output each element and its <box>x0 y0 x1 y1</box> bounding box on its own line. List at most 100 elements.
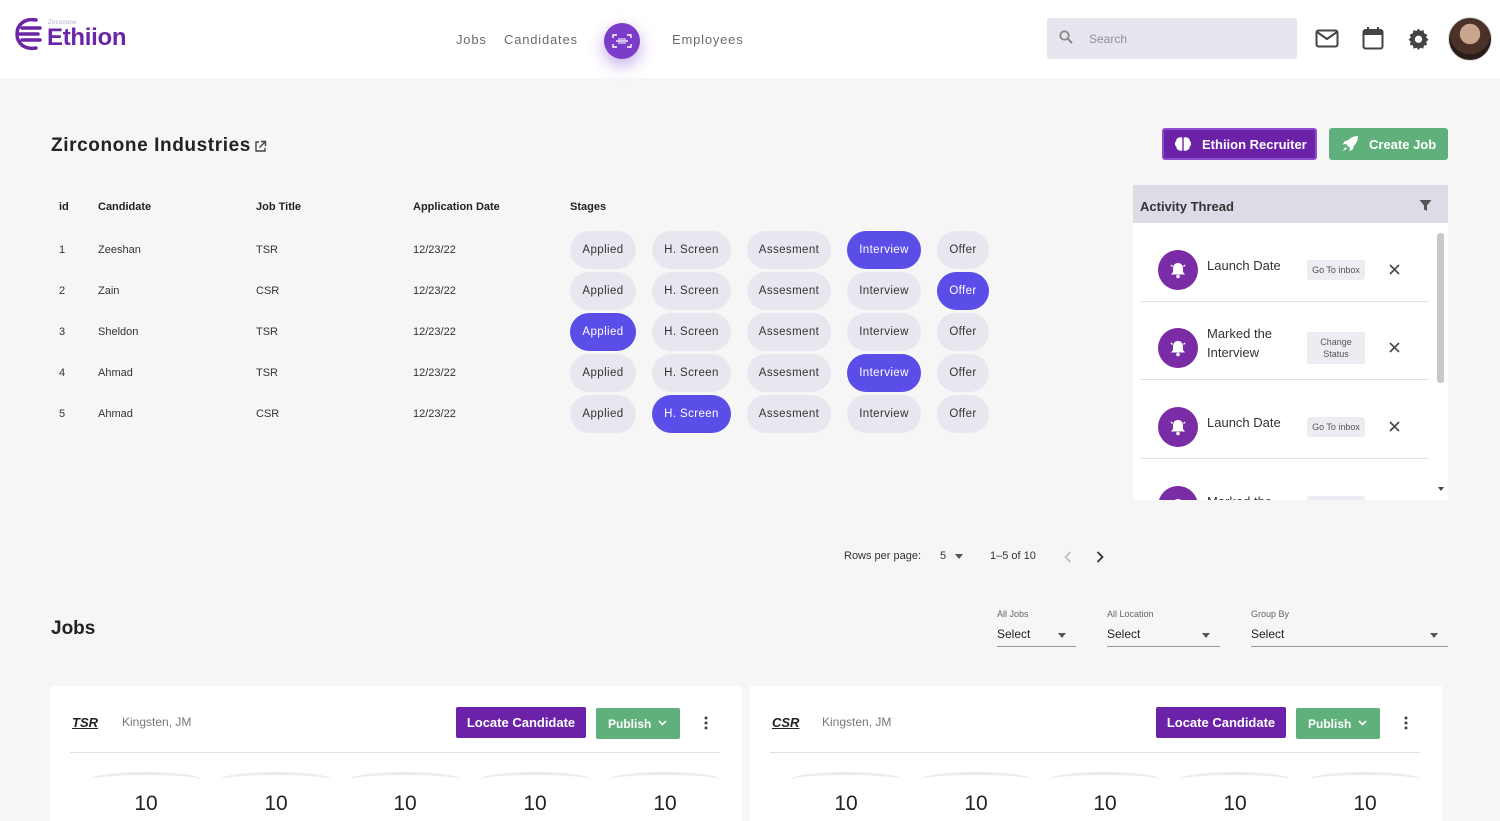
job-title-link[interactable]: CSR <box>772 715 800 730</box>
stage-pill-offer[interactable]: Offer <box>937 231 989 269</box>
ethiion-recruiter-button[interactable]: Ethiion Recruiter <box>1162 128 1317 160</box>
activity-item[interactable]: Launch Date Go To inbox <box>1141 224 1429 302</box>
more-options-icon[interactable] <box>1404 716 1408 730</box>
chevron-down-icon <box>1358 720 1367 726</box>
column-header-id[interactable]: id <box>59 201 69 213</box>
activity-action-button[interactable]: Go To inbox <box>1307 260 1365 280</box>
chevron-down-icon <box>1058 633 1066 638</box>
stage-pill-assesment[interactable]: Assesment <box>747 395 831 433</box>
locate-candidate-button[interactable]: Locate Candidate <box>1156 707 1286 738</box>
stage-pill-interview[interactable]: Interview <box>847 272 921 310</box>
stage-pill-interview[interactable]: Interview <box>847 354 921 392</box>
stage-pill-offer[interactable]: Offer <box>937 395 989 433</box>
activity-item[interactable]: Marked the Interview Change Status <box>1141 302 1429 380</box>
settings-gear-icon[interactable] <box>1407 27 1430 50</box>
stat-value: 10 <box>523 792 547 815</box>
search-icon <box>1059 30 1073 44</box>
row-application-date: 12/23/22 <box>413 367 456 379</box>
close-icon[interactable] <box>1389 421 1400 432</box>
stage-pill-interview[interactable]: Interview <box>847 395 921 433</box>
external-link-icon[interactable] <box>254 140 267 153</box>
row-id: 1 <box>59 244 66 256</box>
activity-action-button[interactable]: Change Status <box>1307 332 1365 364</box>
filter-icon[interactable] <box>1419 199 1432 212</box>
stage-pill-applied[interactable]: Applied <box>570 272 636 310</box>
row-job-title: TSR <box>256 244 278 256</box>
activity-action-button[interactable]: Go To inbox <box>1307 417 1365 437</box>
logo[interactable]: Zirconone Ethiion <box>14 16 134 56</box>
nav-employees[interactable]: Employees <box>672 32 744 47</box>
stage-pill-h-screen[interactable]: H. Screen <box>652 231 731 269</box>
job-stat: 10 <box>609 772 721 815</box>
stage-pill-offer[interactable]: Offer <box>937 272 989 310</box>
stat-value: 10 <box>134 792 158 815</box>
stage-pill-assesment[interactable]: Assesment <box>747 313 831 351</box>
row-id: 5 <box>59 408 66 420</box>
stage-pill-assesment[interactable]: Assesment <box>747 354 831 392</box>
row-job-title: CSR <box>256 408 280 420</box>
create-job-label: Create Job <box>1369 136 1437 152</box>
job-title-link[interactable]: TSR <box>72 715 98 730</box>
calendar-icon[interactable] <box>1362 26 1384 50</box>
filter-select[interactable]: Select <box>1251 627 1448 647</box>
stage-pill-applied[interactable]: Applied <box>570 313 636 351</box>
bell-icon <box>1170 263 1186 279</box>
close-icon[interactable] <box>1389 342 1400 353</box>
user-avatar[interactable] <box>1448 17 1492 61</box>
row-candidate[interactable]: Zain <box>98 285 120 297</box>
activity-item[interactable]: Launch Date Go To inbox <box>1141 381 1429 459</box>
stage-pill-interview[interactable]: Interview <box>847 313 921 351</box>
rows-per-page-label: Rows per page: <box>844 550 922 562</box>
row-candidate[interactable]: Zeeshan <box>98 244 141 256</box>
job-stat: 10 <box>1309 772 1421 815</box>
activity-action-button[interactable]: Change <box>1307 496 1365 500</box>
stat-gauge <box>790 772 902 788</box>
rows-per-page-select[interactable]: 5 <box>940 550 964 562</box>
close-icon[interactable] <box>1389 264 1400 275</box>
row-application-date: 12/23/22 <box>413 244 456 256</box>
column-header-job-title[interactable]: Job Title <box>256 201 302 213</box>
activity-text: Launch Date <box>1207 258 1281 273</box>
row-job-title: TSR <box>256 367 278 379</box>
publish-button[interactable]: Publish <box>596 708 680 739</box>
stage-pill-applied[interactable]: Applied <box>570 354 636 392</box>
scroll-down-arrow[interactable] <box>1438 487 1444 491</box>
previous-page-icon[interactable] <box>1064 551 1072 563</box>
stage-pill-applied[interactable]: Applied <box>570 231 636 269</box>
column-header-application-date[interactable]: Application Date <box>413 201 500 213</box>
column-header-candidate[interactable]: Candidate <box>98 201 152 213</box>
stage-pill-assesment[interactable]: Assesment <box>747 272 831 310</box>
stage-pill-h-screen[interactable]: H. Screen <box>652 395 731 433</box>
filter-label: All Jobs <box>997 609 1029 619</box>
mail-icon[interactable] <box>1315 29 1339 48</box>
nav-jobs[interactable]: Jobs <box>456 32 487 47</box>
locate-candidate-button[interactable]: Locate Candidate <box>456 707 586 738</box>
activity-scrollbar[interactable] <box>1437 233 1444 383</box>
stage-pill-offer[interactable]: Offer <box>937 354 989 392</box>
stage-pill-h-screen[interactable]: H. Screen <box>652 272 731 310</box>
search-input[interactable] <box>1089 28 1289 50</box>
stage-pill-h-screen[interactable]: H. Screen <box>652 313 731 351</box>
row-job-title: CSR <box>256 285 280 297</box>
stage-pill-assesment[interactable]: Assesment <box>747 231 831 269</box>
next-page-icon[interactable] <box>1096 551 1104 563</box>
more-options-icon[interactable] <box>704 716 708 730</box>
activity-item[interactable]: Marked the Change <box>1141 460 1429 500</box>
create-job-button[interactable]: Create Job <box>1329 128 1448 160</box>
company-title: Zirconone Industries <box>51 135 251 156</box>
row-candidate[interactable]: Sheldon <box>98 326 139 338</box>
row-candidate[interactable]: Ahmad <box>98 408 133 420</box>
rocket-icon <box>1342 136 1358 152</box>
stage-pill-h-screen[interactable]: H. Screen <box>652 354 731 392</box>
filter-select[interactable]: Select <box>1107 627 1220 647</box>
nav-candidates[interactable]: Candidates <box>504 32 578 47</box>
row-candidate[interactable]: Ahmad <box>98 367 133 379</box>
column-header-stages[interactable]: Stages <box>570 201 607 213</box>
stage-pill-applied[interactable]: Applied <box>570 395 636 433</box>
stage-pill-offer[interactable]: Offer <box>937 313 989 351</box>
scan-button[interactable] <box>604 23 640 59</box>
chevron-down-icon <box>1202 633 1210 638</box>
filter-select[interactable]: Select <box>997 627 1076 647</box>
stage-pill-interview[interactable]: Interview <box>847 231 921 269</box>
publish-button[interactable]: Publish <box>1296 708 1380 739</box>
